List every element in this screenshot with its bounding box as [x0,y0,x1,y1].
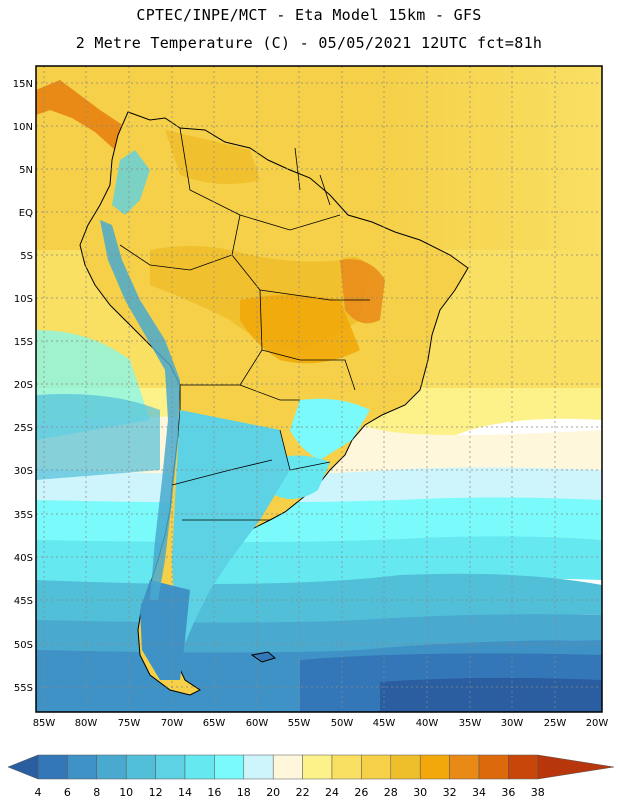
lat-label: 10S [14,294,33,305]
lon-label: 70W [161,718,184,729]
lon-label: 65W [203,718,226,729]
lat-label: 30S [14,466,33,477]
lon-label: 80W [75,718,98,729]
lat-label: 40S [14,553,33,564]
colorbar-label: 18 [237,786,251,799]
lat-label: EQ [19,208,33,219]
lat-label: 20S [14,380,33,391]
falklands [250,651,277,663]
colorbar-high-arrow [537,754,615,780]
lon-label: 20W [586,718,609,729]
lat-label: 5N [19,165,33,176]
colorbar-label: 38 [531,786,545,799]
colorbar-label: 34 [472,786,486,799]
lat-label: 50S [14,640,33,651]
colorbar-swatch [243,754,274,780]
lon-label: 85W [33,718,56,729]
northeast-brazil-hot [340,259,385,324]
colorbar-label: 10 [119,786,133,799]
colorbar-swatch [302,754,333,780]
lon-label: 50W [331,718,354,729]
colorbar-swatch [390,754,421,780]
lon-label: 25W [544,718,567,729]
northern-warm [165,130,260,184]
lon-label: 60W [246,718,269,729]
latitude-axis: 15N 10N 5N EQ 5S 10S 15S 20S 25S 30S 35S… [13,79,33,694]
ocean-band-6 [380,677,602,712]
lon-label: 40W [416,718,439,729]
colorbar-swatch [184,754,215,780]
lat-label: 35S [14,510,33,521]
colorbar-label: 20 [266,786,280,799]
colorbar-label: 12 [149,786,163,799]
chart-title: CPTEC/INPE/MCT - Eta Model 15km - GFS [136,6,482,24]
lat-label: 15N [13,79,33,90]
colorbar-swatch [449,754,480,780]
colorbar-swatch [67,754,98,780]
colorbar-swatch [155,754,186,780]
colorbar-swatch [96,754,127,780]
colorbar-label: 6 [64,786,71,799]
colorbar: 4 6 8 10 12 14 16 18 20 22 24 26 28 30 32 34 36 38 [7,754,615,799]
colorbar-swatch [272,754,303,780]
colorbar-label: 30 [413,786,427,799]
colorbar-label: 4 [35,786,42,799]
lon-label: 35W [459,718,482,729]
lat-label: 5S [20,251,33,262]
colorbar-swatch [214,754,245,780]
pacific-cool-strip-2 [36,394,160,480]
lon-label: 75W [118,718,141,729]
colorbar-swatch [331,754,362,780]
colorbar-label: 14 [178,786,192,799]
longitude-axis: 85W 80W 75W 70W 65W 60W 55W 50W 45W 40W … [33,718,609,729]
chart-subtitle: 2 Metre Temperature (C) - 05/05/2021 12U… [75,34,543,52]
lon-label: 55W [288,718,311,729]
colorbar-swatch [125,754,156,780]
colorbar-label: 8 [93,786,100,799]
lon-label: 45W [373,718,396,729]
lat-label: 45S [14,596,33,607]
colorbar-label: 24 [325,786,339,799]
andes-cold [100,220,180,600]
colorbar-low-arrow [7,754,39,780]
graticule [36,66,602,712]
colorbar-swatch [419,754,450,780]
south-brazil-cool [290,398,370,460]
colorbar-label: 28 [384,786,398,799]
colorbar-swatch [37,754,68,780]
map-frame [35,65,603,713]
colorbar-label: 16 [207,786,221,799]
colorbar-label: 36 [501,786,515,799]
lat-label: 25S [14,423,33,434]
lat-label: 55S [14,683,33,694]
colorbar-swatch [361,754,392,780]
lon-label: 30W [501,718,524,729]
colorbar-swatch [508,754,539,780]
colorbar-label: 22 [296,786,310,799]
andes-north-cold [112,150,150,215]
lat-label: 15S [14,337,33,348]
colorbar-label: 26 [354,786,368,799]
central-brazil-hot [240,295,360,364]
lat-label: 10N [13,122,33,133]
colorbar-swatch [478,754,509,780]
patagonia-cold [140,580,190,680]
colorbar-label: 32 [443,786,457,799]
